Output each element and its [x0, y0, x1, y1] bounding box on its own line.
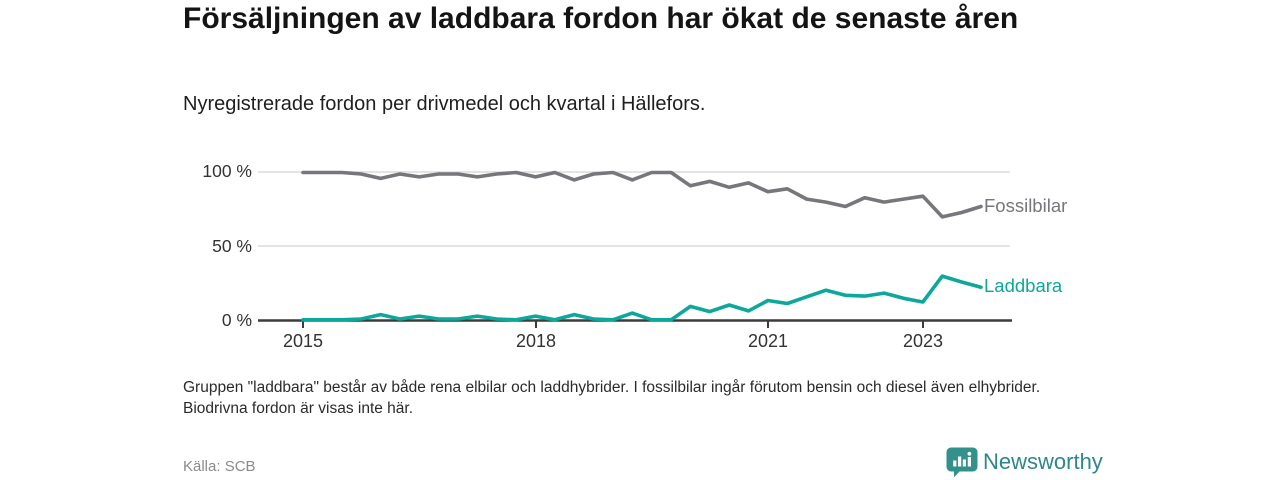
x-tick-label-2018: 2018 [515, 331, 557, 351]
laddbara-series-line [301, 274, 983, 322]
series-label-laddbara: Laddbara [984, 275, 1063, 296]
y-tick-label-50: 50 % [212, 236, 252, 256]
chart-subtitle: Nyregistrerade fordon per drivmedel och … [183, 93, 706, 115]
x-tick-label-2023: 2023 [902, 331, 944, 351]
y-tick-label-0: 0 % [221, 310, 252, 330]
y-tick-label-100: 100 % [202, 161, 252, 181]
newsworthy-logo-icon [946, 447, 978, 478]
source-label: Källa: SCB [183, 458, 256, 475]
x-tick-label-2015: 2015 [282, 331, 324, 351]
series-label-fossilbilar: Fossilbilar [984, 195, 1068, 216]
brand-name: Newsworthy [983, 449, 1103, 474]
chart-footnote: Gruppen "laddbara" består av både rena e… [183, 379, 1041, 417]
x-tick-label-2021: 2021 [747, 331, 789, 351]
fossilbilar-series-line [301, 170, 983, 219]
page-title: Försäljningen av laddbara fordon har öka… [183, 2, 1019, 35]
